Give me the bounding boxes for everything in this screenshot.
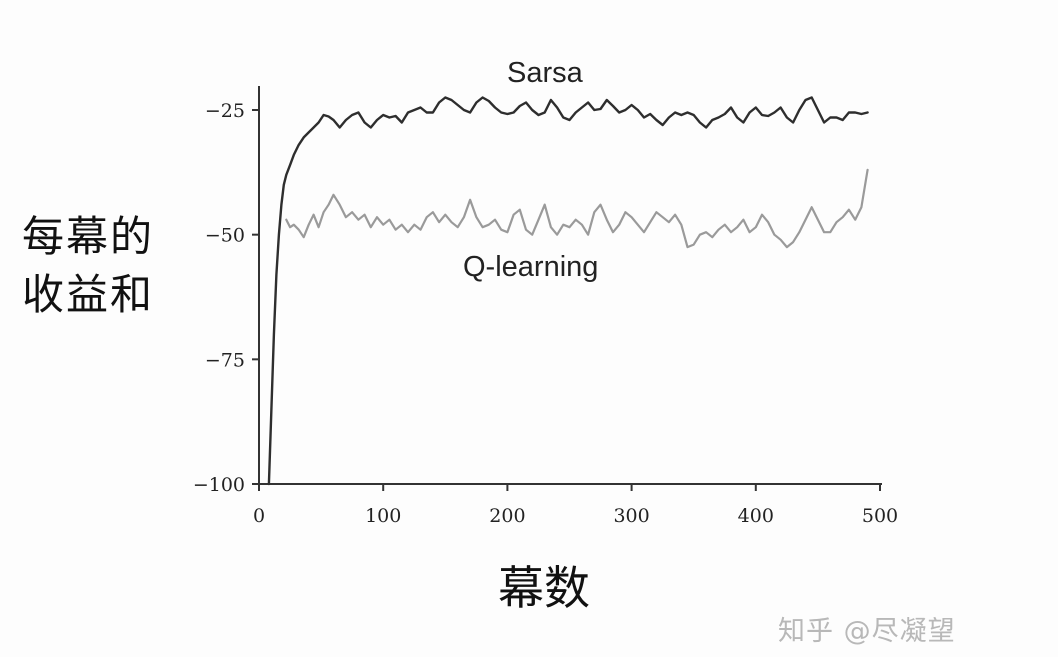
y-tick-label: −50 [205, 225, 245, 247]
x-tick-label: 400 [738, 505, 774, 527]
series-lines [267, 96, 869, 486]
y-tick-label: −75 [205, 349, 245, 371]
y-axis-label: 每幕的收益和 [22, 212, 155, 319]
axes [258, 86, 882, 485]
sarsa-label: Sarsa [507, 57, 584, 89]
y-tick-label: −25 [205, 100, 245, 122]
x-tick-label: 200 [489, 505, 525, 527]
x-tick-label: 0 [253, 505, 265, 527]
x-tick-label: 500 [862, 505, 898, 527]
x-axis-label: 幕数 [498, 561, 590, 615]
q-learning-label: Q-learning [463, 251, 598, 283]
sarsa-line [267, 96, 869, 486]
watermark: 知乎 @尽凝望 [778, 616, 956, 647]
x-tick-label: 300 [613, 505, 649, 527]
axis-ticks: 0 100 200 300 400 500 −25 −50 −75 −100 [193, 100, 898, 527]
x-tick-label: 100 [365, 505, 401, 527]
q-learning-line [285, 168, 869, 249]
y-tick-label: −100 [193, 474, 245, 496]
